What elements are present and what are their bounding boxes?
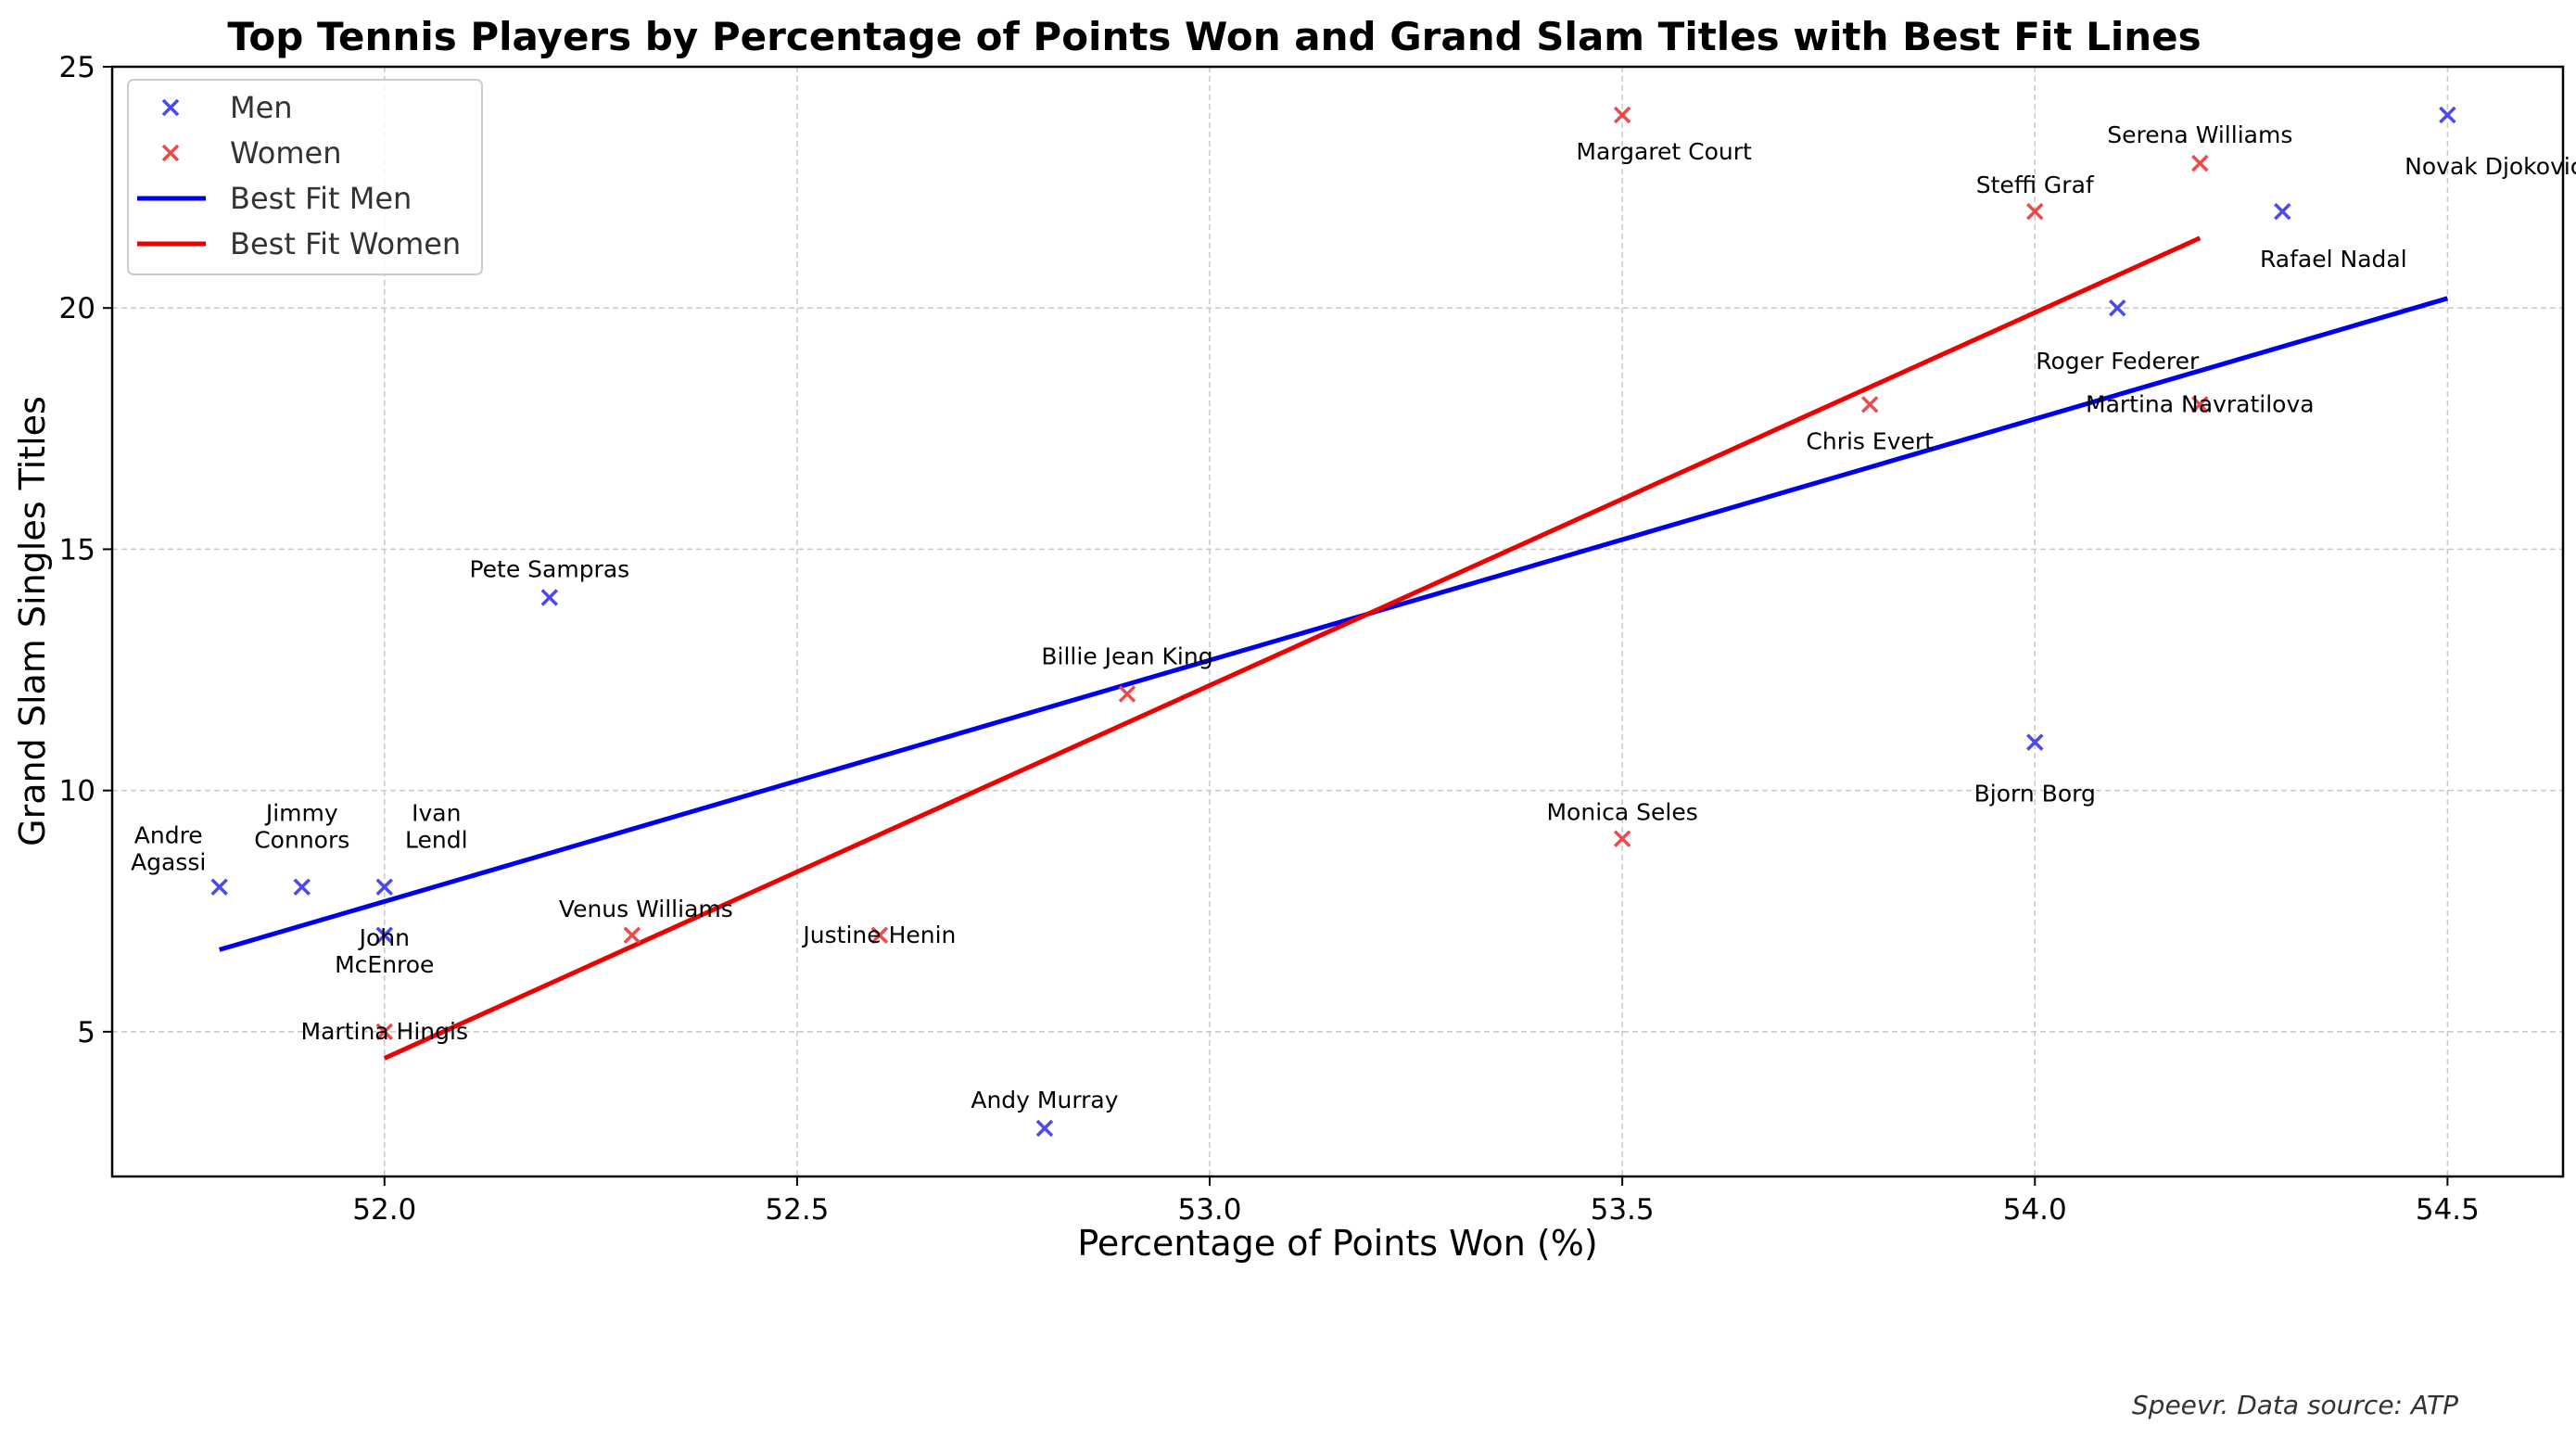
data-point <box>210 878 228 896</box>
axis-ticks: 52.0 52.5 53.0 53.5 54.0 54.5 5 10 15 20 25 <box>59 51 2480 1227</box>
legend: Men Women Best Fit Men Best Fit Women <box>127 79 483 275</box>
data-point <box>375 878 394 896</box>
point-label: John McEnroe <box>335 924 434 978</box>
data-point <box>2026 733 2044 751</box>
fit-line <box>219 296 2449 952</box>
data-points <box>210 106 2456 1138</box>
y-tick-label: 15 <box>59 533 95 566</box>
data-point <box>2109 299 2126 317</box>
legend-marker <box>161 98 180 117</box>
legend-marker <box>161 144 180 162</box>
plot-frame <box>110 65 2565 1178</box>
data-point <box>1613 830 1631 847</box>
legend-label: Men <box>230 90 293 125</box>
y-tick-label: 20 <box>59 292 95 325</box>
point-label: Venus Williams <box>559 896 733 922</box>
data-point <box>870 926 889 945</box>
legend-label: Women <box>230 135 341 171</box>
x-axis-label: Percentage of Points Won (%) <box>1077 1223 1597 1264</box>
data-point <box>2274 202 2291 221</box>
x-tick-label: 52.0 <box>352 1193 416 1227</box>
y-axis-label: Grand Slam Singles Titles <box>12 396 53 846</box>
point-label: Novak Djokovic <box>2405 153 2576 180</box>
fit-lines <box>219 235 2449 1061</box>
point-label: Andre Agassi <box>131 822 206 876</box>
y-tick-label: 5 <box>77 1016 95 1049</box>
point-label: Martina Hingis <box>301 1018 468 1045</box>
legend-box <box>127 79 483 275</box>
legend-label: Best Fit Men <box>230 181 412 216</box>
data-point <box>1613 106 1631 124</box>
footer-source: Speevr. Data source: ATP <box>2132 1390 2458 1420</box>
point-label: Monica Seles <box>1546 799 1697 826</box>
point-label: Pete Sampras <box>469 555 629 582</box>
point-label: Andy Murray <box>971 1087 1118 1113</box>
data-point <box>2191 154 2209 172</box>
data-point <box>1118 685 1136 703</box>
point-label: Martina Navratilova <box>2086 390 2315 417</box>
x-tick-label: 54.0 <box>2003 1193 2067 1227</box>
point-label: Steffi Graf <box>1976 172 2095 198</box>
data-point <box>623 926 641 945</box>
point-label: Chris Evert <box>1806 427 1934 454</box>
x-tick-label: 52.5 <box>765 1193 829 1227</box>
x-tick-label: 54.5 <box>2416 1193 2480 1227</box>
fit-line <box>383 235 2202 1061</box>
point-label: Serena Williams <box>2107 121 2292 148</box>
data-point <box>2191 396 2209 413</box>
point-label: Jimmy Connors <box>254 800 349 854</box>
data-point <box>375 926 394 945</box>
y-tick-label: 10 <box>59 775 95 808</box>
point-label: Roger Federer <box>2036 348 2200 375</box>
data-point <box>2439 106 2456 124</box>
chart-title: Top Tennis Players by Percentage of Poin… <box>227 14 2201 59</box>
data-point <box>540 589 559 606</box>
data-point <box>1860 396 1879 413</box>
point-label: Rafael Nadal <box>2260 246 2407 273</box>
point-label: Bjorn Borg <box>1974 781 2096 808</box>
point-label: Billie Jean King <box>1041 643 1212 670</box>
x-tick-label: 53.5 <box>1591 1193 1655 1227</box>
data-point <box>1035 1119 1054 1138</box>
data-point <box>375 1023 394 1041</box>
data-point <box>293 878 311 896</box>
point-label: Ivan Lendl <box>405 800 468 854</box>
y-tick-label: 25 <box>59 51 95 84</box>
point-annotations: Andre Agassi Jimmy Connors Ivan Lendl John McEn… <box>131 121 2576 1113</box>
legend-label: Best Fit Women <box>230 226 461 261</box>
data-point <box>2026 202 2044 221</box>
point-label: Justine Henin <box>801 922 956 948</box>
x-tick-label: 53.0 <box>1177 1193 1241 1227</box>
point-label: Margaret Court <box>1576 138 1752 165</box>
